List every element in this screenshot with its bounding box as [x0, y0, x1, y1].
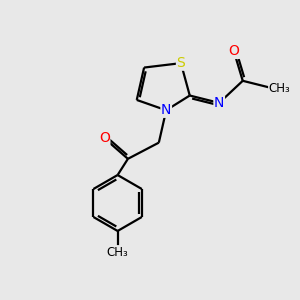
Text: CH₃: CH₃ [269, 82, 290, 95]
Text: N: N [161, 103, 171, 117]
Text: S: S [176, 56, 185, 70]
Text: CH₃: CH₃ [107, 246, 128, 259]
Text: O: O [229, 44, 239, 58]
Text: O: O [99, 131, 110, 145]
Text: N: N [214, 96, 224, 110]
